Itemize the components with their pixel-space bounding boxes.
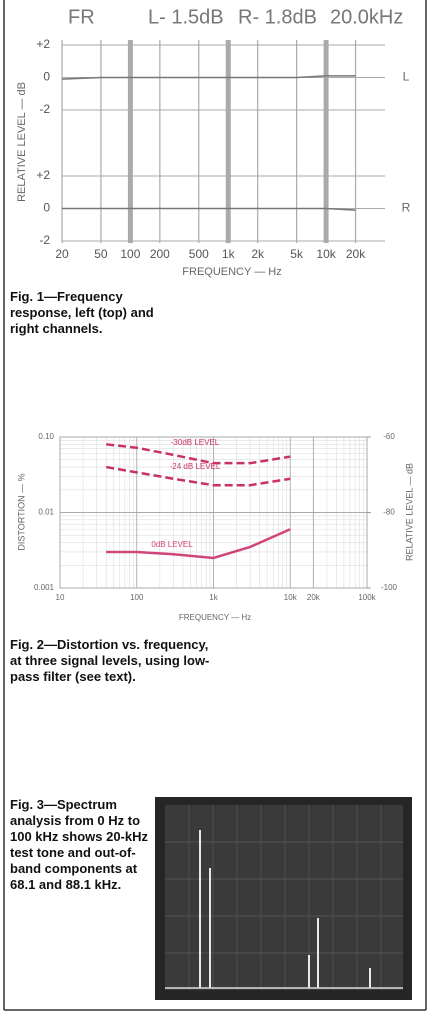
x-tick-label: 20k — [307, 593, 321, 602]
y-tick-label: +2 — [36, 37, 50, 51]
caption: Fig. 3—Spectrum analysis from 0 Hz to 10… — [10, 797, 149, 892]
x-tick-label: 100k — [358, 593, 376, 602]
x-tick-label: 10k — [284, 593, 298, 602]
series-line — [62, 207, 356, 211]
x-tick-label: 1k — [222, 247, 236, 261]
x-tick-label: 2k — [251, 247, 265, 261]
chart-header: L- 1.5dB — [148, 6, 224, 28]
y-tick-label: 0.001 — [34, 583, 55, 592]
y-axis-label: DISTORTION — % — [16, 473, 26, 550]
y-tick-label: 0.10 — [38, 432, 54, 441]
x-tick-label: 100 — [130, 593, 144, 602]
series-label: 0dB LEVEL — [151, 540, 193, 549]
y-tick-label: -2 — [39, 233, 50, 247]
x-axis-label: FREQUENCY — Hz — [182, 266, 281, 278]
x-tick-label: 20 — [55, 247, 69, 261]
x-tick-label: 10 — [56, 593, 65, 602]
x-axis-label: FREQUENCY — Hz — [179, 613, 251, 622]
series-label: -24 dB LEVEL — [170, 462, 221, 471]
caption: Fig. 2—Distortion vs. frequency, at thre… — [10, 637, 210, 684]
y-tick-label: 0 — [43, 70, 50, 84]
x-tick-label: 10k — [316, 247, 336, 261]
series-label: -30dB LEVEL — [171, 438, 220, 447]
spectrum-photo — [155, 797, 412, 1000]
chart-header: FR — [68, 6, 95, 28]
x-tick-label: 20k — [346, 247, 366, 261]
x-tick-label: 200 — [150, 247, 170, 261]
series-line — [106, 443, 291, 465]
y-axis-label: RELATIVE LEVEL — dB — [16, 82, 28, 202]
x-tick-label: 100 — [120, 247, 140, 261]
x-tick-label: 500 — [189, 247, 209, 261]
caption: Fig. 1—Frequency response, left (top) an… — [10, 289, 154, 336]
y2-tick-label: -80 — [383, 508, 395, 517]
y-tick-label: 0 — [43, 201, 50, 215]
legend-label: L — [403, 70, 410, 84]
y-tick-label: -2 — [39, 102, 50, 116]
series-line — [106, 528, 291, 560]
chart-header: 20.0kHz — [330, 6, 403, 28]
y-tick-label: +2 — [36, 168, 50, 182]
x-tick-label: 5k — [290, 247, 304, 261]
chart-header: R- 1.8dB — [238, 6, 317, 28]
y2-tick-label: -60 — [383, 432, 395, 441]
x-tick-label: 1k — [209, 593, 218, 602]
y2-axis-label: RELATIVE LEVEL — dB — [404, 463, 414, 561]
y-tick-label: 0.01 — [38, 508, 54, 517]
x-tick-label: 50 — [94, 247, 108, 261]
legend-label: R — [402, 201, 411, 215]
series-line — [105, 465, 291, 487]
y2-tick-label: -100 — [381, 583, 398, 592]
series-line — [61, 75, 356, 80]
